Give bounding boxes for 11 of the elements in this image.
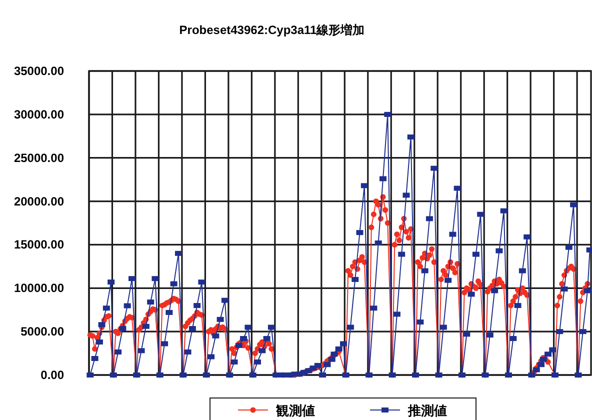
y-tick-label: 15000.00 — [14, 238, 64, 252]
y-tick-label: 25000.00 — [14, 150, 64, 165]
y-tick-label: 35000.00 — [14, 64, 64, 78]
legend-label: 観測値 — [275, 403, 315, 418]
y-tick-label: 10000.00 — [14, 281, 64, 296]
y-tick-label: 5000.00 — [20, 324, 64, 339]
y-tick-label: 20000.00 — [14, 194, 64, 208]
legend-label: 推測値 — [407, 403, 447, 418]
chart-title: Probeset43962:Cyp3a11線形増加 — [179, 23, 365, 37]
y-tick-label: 0.00 — [40, 368, 64, 382]
y-tick-label: 30000.00 — [14, 107, 64, 122]
